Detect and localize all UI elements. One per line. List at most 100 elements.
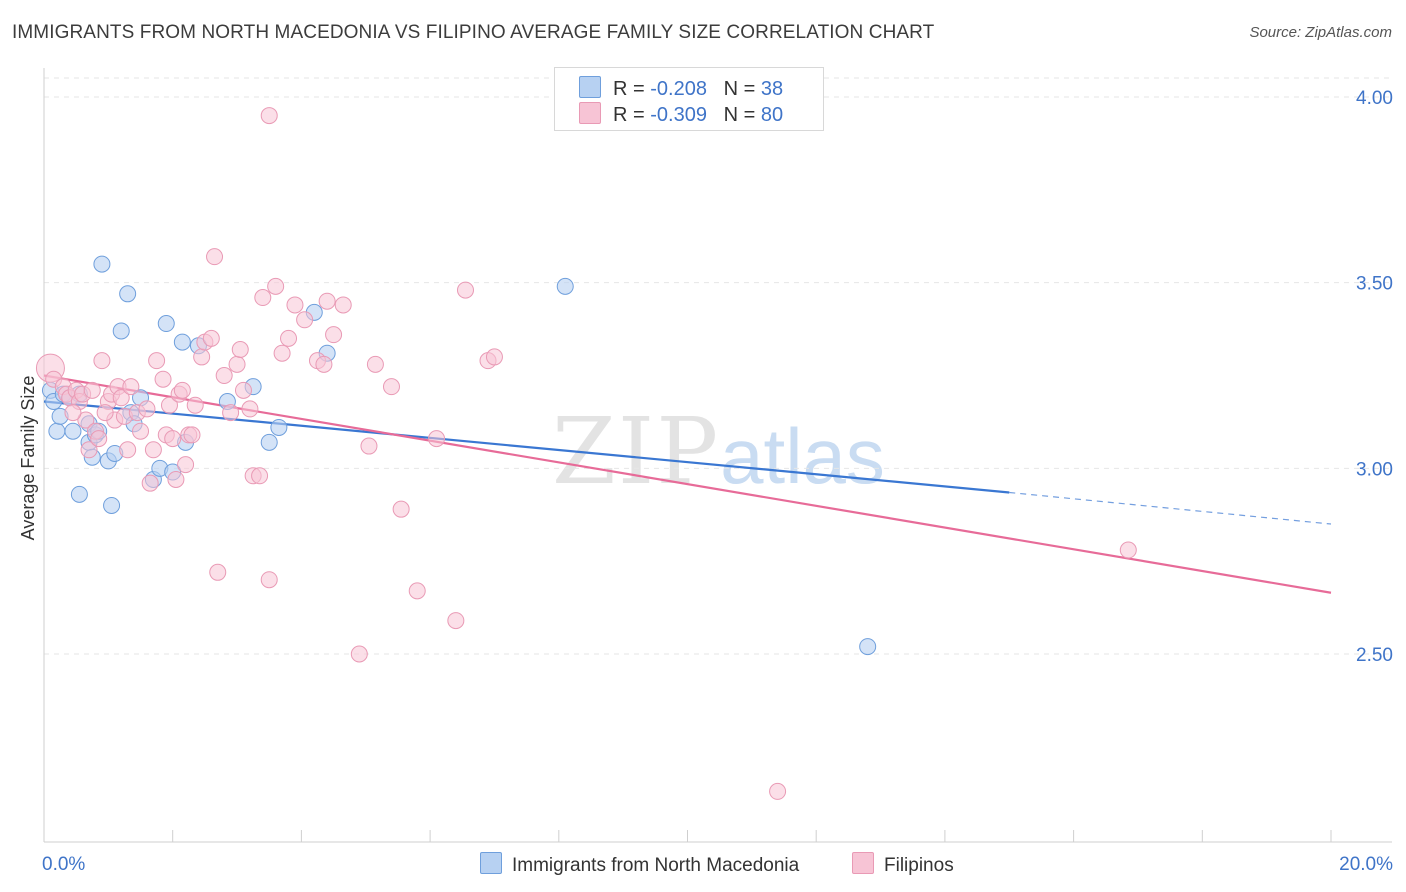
legend-item-filipinos: Filipinos [852, 852, 954, 877]
data-point-filipinos [318, 292, 336, 310]
data-point-filipinos [141, 474, 159, 492]
data-point-filipinos [122, 378, 140, 396]
data-point-filipinos [77, 411, 95, 429]
data-point-filipinos [96, 404, 114, 422]
tick-labels: 2.50 3.00 3.50 4.00 0.0% 20.0% [42, 88, 1393, 875]
legend-swatch-pink [852, 852, 874, 874]
data-point-filipinos [241, 400, 259, 418]
data-point-filipinos [186, 396, 204, 414]
data-point-filipinos [90, 430, 108, 448]
data-point-filipinos [1119, 541, 1137, 559]
data-point-filipinos [154, 370, 172, 388]
data-point-north-macedonia [173, 333, 191, 351]
legend-item-label: Filipinos [884, 855, 954, 876]
data-point-north-macedonia [260, 433, 278, 451]
legend: R = -0.208 N = 38 R = -0.309 N = 80 [554, 67, 824, 131]
data-point-filipinos [177, 456, 195, 474]
data-point-filipinos [83, 381, 101, 399]
trend-lines [43, 374, 1332, 594]
data-point-filipinos [231, 341, 249, 359]
data-point-filipinos [447, 612, 465, 630]
data-point-filipinos [132, 422, 150, 440]
y-axis-label: Average Family Size [18, 376, 38, 541]
legend-n-value: 80 [760, 104, 784, 126]
trend-line-north-macedonia [43, 400, 1010, 494]
data-point-filipinos [485, 348, 503, 366]
data-point-filipinos [167, 470, 185, 488]
series-filipinos [35, 107, 1137, 800]
data-point-filipinos [286, 296, 304, 314]
data-point-filipinos [392, 500, 410, 518]
source-label: Source: ZipAtlas.com [1249, 24, 1392, 41]
x-tick-label: 0.0% [42, 854, 85, 875]
data-point-filipinos [164, 430, 182, 448]
data-point-filipinos [260, 107, 278, 125]
data-point-filipinos [428, 430, 446, 448]
legend-swatch-blue [579, 76, 601, 98]
legend-n-label: N = [723, 78, 756, 100]
data-point-filipinos [222, 404, 240, 422]
series-legend: Immigrants from North Macedonia Filipino… [0, 852, 1406, 878]
data-point-filipinos [260, 571, 278, 589]
legend-swatch-pink [579, 102, 601, 124]
data-point-filipinos [315, 355, 333, 373]
data-point-filipinos [160, 396, 178, 414]
data-point-filipinos [173, 381, 191, 399]
y-tick-label: 3.50 [1356, 274, 1393, 295]
legend-r-label: R = [613, 78, 645, 100]
data-point-north-macedonia [270, 418, 288, 436]
data-point-north-macedonia [103, 496, 121, 514]
data-point-filipinos [234, 381, 252, 399]
y-tick-label: 3.00 [1356, 459, 1393, 480]
data-point-filipinos [202, 329, 220, 347]
data-point-north-macedonia [93, 255, 111, 273]
y-tick-label: 2.50 [1356, 645, 1393, 666]
data-point-filipinos [360, 437, 378, 455]
trend-line-north-macedonia-extension [1009, 491, 1332, 525]
data-point-north-macedonia [556, 277, 574, 295]
data-point-filipinos [209, 563, 227, 581]
legend-r-value: -0.208 [650, 78, 707, 100]
data-point-filipinos [296, 311, 314, 329]
legend-r-value: -0.309 [650, 104, 707, 126]
data-point-filipinos [138, 400, 156, 418]
data-point-filipinos [334, 296, 352, 314]
data-point-north-macedonia [70, 485, 88, 503]
legend-n-label: N = [723, 104, 756, 126]
data-point-filipinos [119, 441, 137, 459]
data-point-north-macedonia [157, 315, 175, 333]
data-point-filipinos [251, 467, 269, 485]
data-point-north-macedonia [859, 638, 877, 656]
x-tick-label: 20.0% [1339, 854, 1393, 875]
data-point-filipinos [325, 326, 343, 344]
data-point-filipinos [228, 355, 246, 373]
data-point-filipinos [408, 582, 426, 600]
data-point-north-macedonia [48, 422, 66, 440]
data-point-filipinos [93, 352, 111, 370]
data-point-filipinos [144, 441, 162, 459]
data-point-filipinos [193, 348, 211, 366]
data-point-filipinos [456, 281, 474, 299]
data-point-filipinos [382, 378, 400, 396]
legend-swatch-blue [480, 852, 502, 874]
watermark-atlas: atlas [720, 412, 885, 500]
series-north-macedonia [41, 255, 877, 656]
data-point-north-macedonia [112, 322, 130, 340]
data-point-filipinos [769, 782, 787, 800]
data-point-filipinos [350, 645, 368, 663]
data-point-filipinos [183, 426, 201, 444]
data-point-filipinos [215, 367, 233, 384]
trend-line-filipinos [43, 374, 1332, 594]
data-point-filipinos [206, 248, 224, 266]
data-point-filipinos [254, 289, 272, 307]
data-point-filipinos [267, 277, 285, 295]
data-point-filipinos [148, 352, 166, 370]
y-tick-label: 4.00 [1356, 88, 1393, 109]
data-point-filipinos [80, 441, 98, 459]
data-point-north-macedonia [119, 285, 137, 303]
legend-row-north-macedonia: R = -0.208 N = 38 [579, 76, 783, 100]
data-point-filipinos [64, 404, 82, 422]
chart-title: IMMIGRANTS FROM NORTH MACEDONIA VS FILIP… [12, 22, 935, 43]
legend-n-value: 38 [760, 78, 784, 100]
